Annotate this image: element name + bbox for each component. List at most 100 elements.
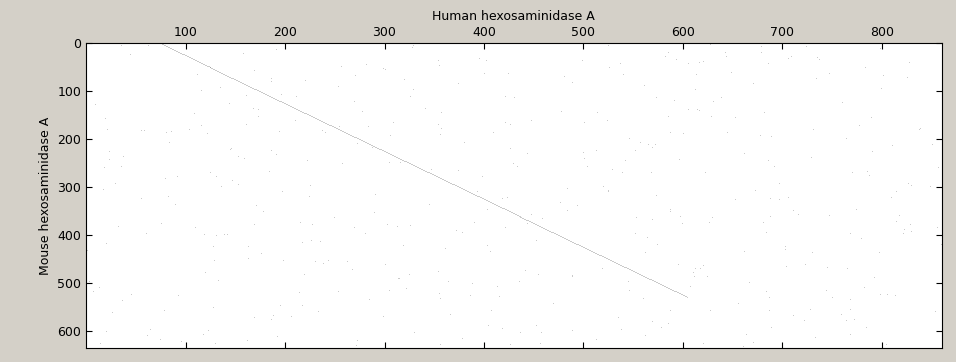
Point	[771, 196, 787, 202]
Point	[913, 125, 928, 131]
Point	[303, 237, 318, 243]
Point	[567, 240, 582, 245]
Point	[158, 129, 173, 135]
Point	[386, 119, 402, 125]
Point	[748, 187, 763, 193]
Point	[407, 163, 423, 169]
Point	[170, 292, 185, 298]
Point	[113, 163, 128, 169]
Point	[357, 138, 372, 144]
Point	[263, 93, 278, 99]
Point	[648, 279, 663, 285]
Point	[160, 44, 175, 50]
Point	[924, 142, 940, 147]
Point	[372, 146, 387, 152]
Point	[619, 265, 634, 270]
Point	[356, 138, 371, 144]
Point	[524, 219, 539, 225]
Point	[576, 119, 592, 125]
Point	[460, 188, 475, 194]
Point	[86, 288, 101, 294]
Point	[648, 193, 663, 198]
Point	[901, 180, 916, 186]
Point	[276, 100, 292, 106]
Point	[523, 211, 538, 217]
Point	[181, 54, 196, 60]
Point	[517, 267, 532, 273]
Point	[402, 93, 418, 99]
Point	[668, 56, 684, 62]
Point	[431, 290, 446, 296]
Point	[239, 82, 254, 88]
Point	[569, 202, 584, 208]
Point	[230, 181, 246, 187]
Point	[249, 87, 264, 92]
Point	[215, 70, 230, 76]
Point	[206, 340, 222, 346]
Point	[803, 306, 818, 312]
Point	[270, 333, 285, 339]
Point	[612, 60, 627, 66]
Point	[321, 122, 337, 127]
Point	[540, 227, 555, 232]
Point	[382, 132, 398, 138]
Point	[450, 167, 466, 173]
Point	[610, 314, 625, 320]
Point	[400, 159, 415, 165]
Point	[225, 177, 240, 183]
Point	[470, 193, 486, 199]
Point	[658, 283, 673, 289]
Point	[331, 126, 346, 132]
Point	[331, 83, 346, 89]
Point	[640, 235, 655, 240]
Point	[333, 127, 348, 133]
Point	[183, 55, 198, 61]
Point	[592, 252, 607, 257]
Point	[663, 307, 678, 313]
Point	[190, 71, 206, 77]
Point	[339, 130, 355, 136]
Point	[378, 148, 393, 154]
Point	[284, 104, 299, 109]
Point	[638, 249, 653, 255]
Point	[175, 51, 190, 57]
Point	[619, 265, 635, 271]
Point	[219, 72, 234, 78]
Point	[201, 327, 216, 333]
Point	[672, 213, 687, 219]
Point	[108, 181, 123, 186]
Point	[825, 295, 840, 300]
Point	[239, 337, 254, 343]
Point	[632, 271, 647, 277]
Point	[194, 87, 209, 93]
Point	[194, 60, 209, 66]
Point	[433, 175, 448, 181]
Point	[242, 83, 257, 89]
Point	[566, 239, 581, 245]
Point	[445, 181, 460, 186]
Point	[646, 278, 662, 284]
Point	[252, 89, 268, 94]
Point	[379, 149, 394, 155]
Point	[256, 90, 272, 96]
Point	[553, 108, 568, 114]
Point	[211, 68, 227, 74]
Point	[929, 224, 945, 230]
Point	[589, 336, 604, 341]
Point	[162, 139, 177, 145]
Point	[673, 291, 688, 297]
Point	[360, 123, 376, 129]
Point	[557, 235, 573, 241]
Point	[821, 70, 836, 76]
Point	[650, 241, 665, 247]
Point	[354, 137, 369, 143]
Point	[352, 136, 367, 142]
Point	[311, 116, 326, 122]
Point	[355, 109, 370, 114]
Point	[260, 92, 275, 98]
Point	[178, 52, 193, 58]
Point	[224, 75, 239, 80]
Point	[364, 144, 380, 150]
Point	[315, 127, 330, 133]
Point	[439, 178, 454, 184]
